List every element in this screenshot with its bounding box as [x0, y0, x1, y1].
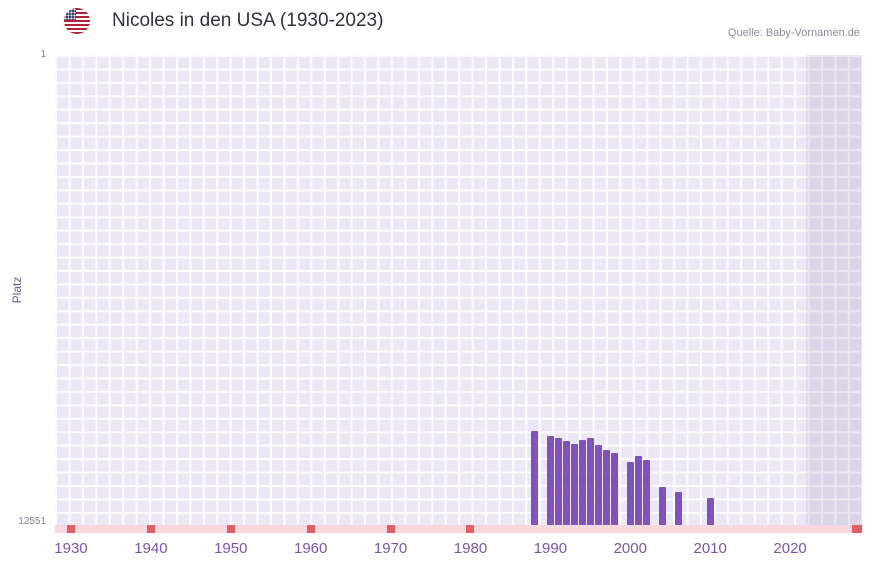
- no-data-mark-1980: [466, 525, 475, 533]
- no-data-mark-1950: [226, 525, 235, 533]
- rank-bar-2000: [626, 462, 634, 529]
- rank-bar-2004: [658, 487, 666, 529]
- x-tick-1990: 1990: [533, 540, 568, 557]
- rank-bar-1991: [554, 438, 562, 529]
- y-tick-top: 1: [40, 49, 46, 60]
- x-tick-2020: 2020: [773, 540, 807, 557]
- x-tick-1950: 1950: [214, 540, 248, 557]
- rank-bar-1993: [570, 444, 578, 529]
- rank-bar-1990: [546, 436, 554, 529]
- rank-bar-2002: [642, 460, 650, 529]
- x-tick-1960: 1960: [293, 540, 328, 557]
- rank-bar-1995: [586, 438, 594, 529]
- x-tick-2000: 2000: [613, 540, 647, 557]
- rank-bar-1994: [578, 439, 586, 529]
- x-tick-1980: 1980: [453, 540, 488, 557]
- source-label: Quelle: Baby-Vornamen.de: [727, 27, 860, 39]
- x-tick-1940: 1940: [134, 540, 168, 557]
- baseline-strip: [55, 525, 862, 533]
- rank-bar-2001: [634, 456, 642, 529]
- rank-bar-1997: [602, 450, 610, 529]
- flag-canton: [64, 8, 76, 20]
- no-data-mark-1940: [146, 525, 155, 533]
- no-data-mark-1970: [386, 525, 395, 533]
- rank-bar-1988: [530, 431, 538, 529]
- rank-bar-1992: [562, 441, 570, 529]
- x-tick-2010: 2010: [693, 540, 727, 557]
- y-axis-title: Platz: [10, 276, 24, 304]
- rank-bar-2010: [706, 497, 714, 529]
- x-tick-1930: 1930: [54, 540, 88, 557]
- plot-area: [55, 55, 862, 533]
- rank-bar-1998: [610, 453, 618, 529]
- rank-bar-1996: [594, 444, 602, 529]
- no-data-mark-1930: [66, 525, 75, 533]
- x-tick-1970: 1970: [373, 540, 408, 557]
- chart-title: Nicoles in den USA (1930-2023): [112, 10, 384, 31]
- no-data-mark-1960: [306, 525, 315, 533]
- rank-bar-2006: [674, 492, 682, 529]
- bars-layer: [55, 55, 862, 529]
- grid-background: [55, 55, 862, 525]
- us-flag-icon: [64, 8, 90, 34]
- y-tick-bottom: 12551: [18, 516, 46, 527]
- future-band: [806, 55, 862, 525]
- right-edge-mark: [852, 525, 862, 533]
